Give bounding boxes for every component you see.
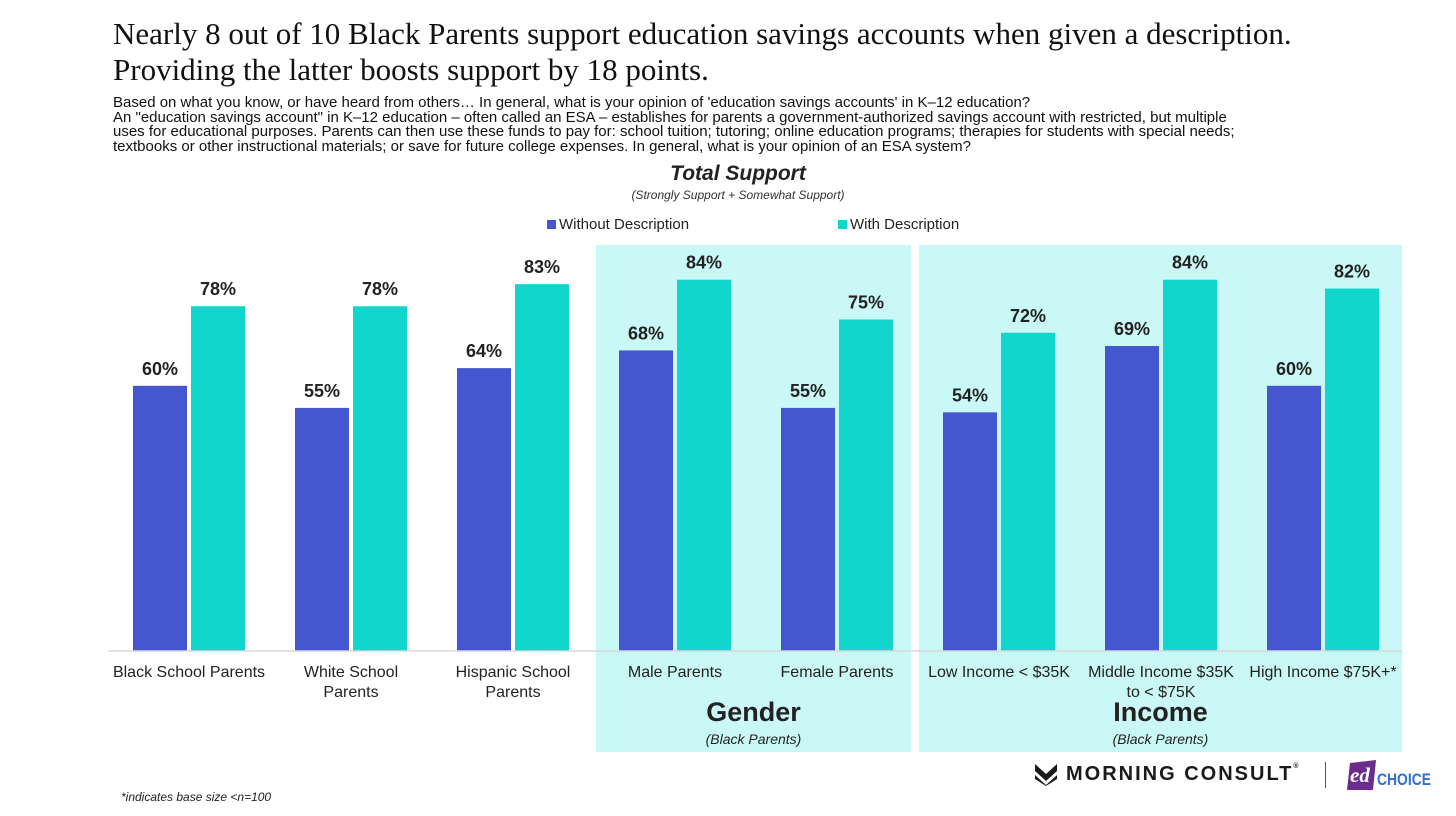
category-label-white-school-parents-line-1: White School [304,664,398,681]
income-group-label: Income [1113,697,1208,727]
data-label-without-description-female-parents: 55% [790,381,826,401]
data-label-with-description-hispanic-school-parents: 83% [524,257,560,277]
data-label-without-description-high-income-75k: 60% [1276,359,1312,379]
bar-without-description-low-income-35k [943,412,997,651]
bar-with-description-hispanic-school-parents [515,284,569,651]
edchoice-ed-text: ed [1350,763,1370,787]
category-labels-layer: Black School Parents White School Parents H… [113,664,1397,701]
headline-line-2: Providing the latter boosts support by 1… [113,52,709,87]
category-label-hispanic-school-parents-line-2: Parents [485,684,540,701]
data-label-with-description-low-income-35k: 72% [1010,306,1046,326]
data-label-without-description-middle-income-35k-to-75k: 69% [1114,319,1150,339]
footnote: *indicates base size <n=100 [121,790,272,804]
data-label-with-description-high-income-75k: 82% [1334,262,1370,282]
morning-consult-wordmark: MORNING CONSULT® [1066,763,1299,786]
data-label-with-description-male-parents: 84% [686,253,722,273]
morning-consult-text: MORNING CONSULT [1066,762,1294,785]
category-label-middle-income-35k-to-75k-line-2: to < $75K [1127,684,1196,701]
data-label-without-description-hispanic-school-parents: 64% [466,341,502,361]
category-label-low-income-35k: Low Income < $35K [928,664,1070,681]
bar-without-description-male-parents [619,350,673,651]
headline-line-1: Nearly 8 out of 10 Black Parents support… [113,16,1292,51]
bar-without-description-black-school-parents [133,385,187,651]
legend-swatch-without [547,220,556,229]
bar-without-description-hispanic-school-parents [457,368,511,651]
income-group-sublabel: (Black Parents) [1112,731,1209,747]
chart-title: Total Support [670,162,806,185]
bar-without-description-middle-income-35k-to-75k [1105,346,1159,651]
category-label-middle-income-35k-to-75k-line-1: Middle Income $35K [1088,664,1234,681]
data-label-without-description-white-school-parents: 55% [304,381,340,401]
question-line-3: uses for educational purposes. Parents c… [113,123,1235,140]
question-line-4: textbooks or other instructional materia… [113,137,971,155]
income-group-panel [919,245,1402,752]
bar-with-description-high-income-75k [1325,288,1379,651]
category-label-male-parents: Male Parents [628,664,722,681]
data-label-with-description-middle-income-35k-to-75k: 84% [1172,253,1208,273]
bar-with-description-white-school-parents [353,306,407,651]
morning-consult-mark-icon [1035,764,1057,786]
legend-item-without-description: Without Description [547,216,689,233]
legend-label-without: Without Description [559,216,690,233]
bar-with-description-male-parents [677,279,731,651]
data-label-without-description-low-income-35k: 54% [952,385,988,405]
question-line-1: Based on what you know, or have heard fr… [113,94,1031,111]
bar-with-description-middle-income-35k-to-75k [1163,279,1217,651]
bar-with-description-female-parents [839,319,893,651]
legend-swatch-with [838,220,847,229]
logo-divider [1325,762,1326,788]
bar-with-description-low-income-35k [1001,332,1055,651]
edchoice-logo: ed CHOICE [1347,760,1431,790]
chart-headline: Nearly 8 out of 10 Black Parents support… [113,16,1456,88]
category-label-black-school-parents: Black School Parents [113,664,265,681]
morning-consult-registered-mark: ® [1293,762,1299,770]
chart-subtitle: (Strongly Support + Somewhat Support) [631,188,845,202]
data-label-with-description-female-parents: 75% [848,293,884,313]
bar-without-description-female-parents [781,407,835,651]
gender-group-label: Gender [706,697,801,727]
data-label-without-description-black-school-parents: 60% [142,359,178,379]
legend-label-with: With Description [850,216,960,233]
data-label-with-description-white-school-parents: 78% [362,279,398,299]
gender-group-sublabel: (Black Parents) [705,731,802,747]
data-label-without-description-male-parents: 68% [628,323,664,343]
survey-question: Based on what you know, or have heard fr… [113,94,1448,155]
bar-without-description-high-income-75k [1267,385,1321,651]
bars-layer: 60% 78% 55% 78% 64% 83% 68% 84% 55% 75% 54% 72% 69% 8… [133,253,1379,651]
category-label-high-income-75k: High Income $75K+* [1249,664,1396,681]
question-line-2: An "education savings account" in K–12 e… [113,108,1227,126]
category-label-hispanic-school-parents-line-1: Hispanic School [456,664,571,681]
edchoice-choice-text: CHOICE [1377,770,1431,789]
category-label-female-parents: Female Parents [781,664,894,681]
legend-item-with-description: With Description [838,216,959,233]
bar-with-description-black-school-parents [191,306,245,651]
data-label-with-description-black-school-parents: 78% [200,279,236,299]
morning-consult-logo: MORNING CONSULT® [1034,762,1299,786]
bar-without-description-white-school-parents [295,407,349,651]
category-label-white-school-parents-line-2: Parents [323,684,378,701]
